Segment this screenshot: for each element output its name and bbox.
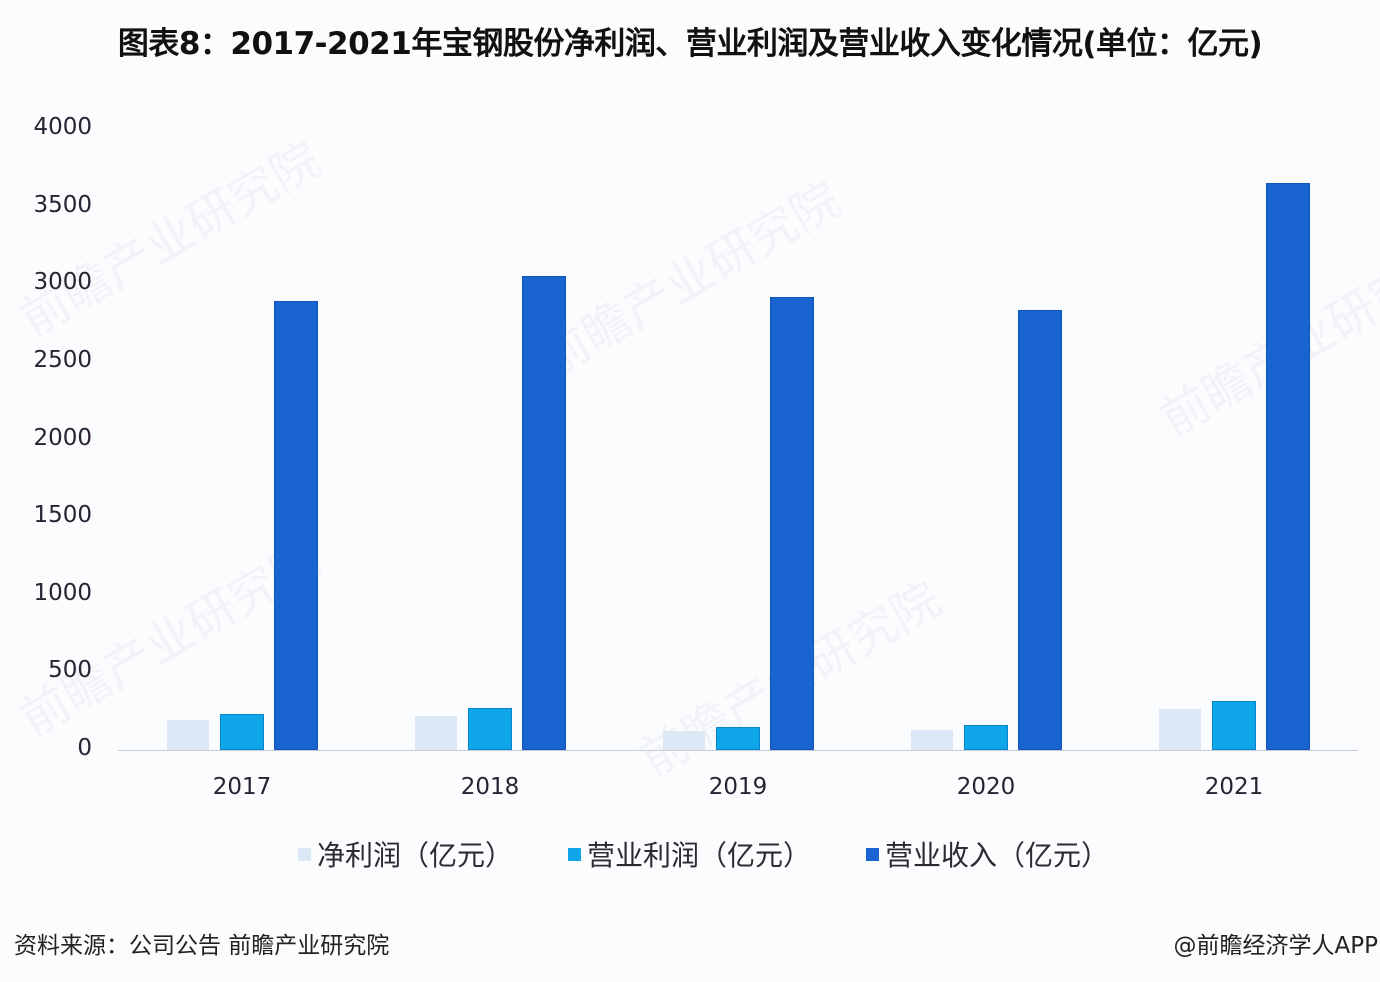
legend-item: 营业利润（亿元） — [568, 834, 811, 874]
legend-label: 营业收入（亿元） — [885, 839, 1110, 872]
source-note: 资料来源：公司公告 前瞻产业研究院 — [14, 933, 390, 959]
bar-2021-series-2 — [1266, 182, 1310, 750]
y-tick-label: 500 — [48, 657, 92, 684]
x-tick-label: 2017 — [212, 774, 272, 800]
legend: 净利润（亿元） 营业利润（亿元） 营业收入（亿元） — [0, 834, 1380, 874]
legend-item: 净利润（亿元） — [298, 834, 513, 874]
legend-item: 营业收入（亿元） — [866, 834, 1109, 874]
legend-label: 净利润（亿元） — [317, 839, 514, 872]
bar-2017-series-0 — [167, 720, 209, 750]
plot-area — [118, 129, 1358, 750]
legend-swatch-icon — [298, 847, 311, 861]
bar-2020-series-0 — [911, 730, 953, 750]
x-tick-label: 2021 — [1204, 774, 1264, 800]
bar-2019-series-1 — [716, 727, 760, 750]
legend-swatch-icon — [866, 847, 879, 861]
bar-2019-series-2 — [770, 296, 814, 750]
legend-label: 营业利润（亿元） — [587, 839, 812, 872]
bar-2021-series-0 — [1159, 708, 1201, 750]
x-tick-label: 2019 — [708, 774, 768, 800]
bar-2019-series-0 — [663, 730, 705, 750]
y-tick-label: 4000 — [33, 114, 92, 140]
y-tick-label: 1500 — [33, 502, 92, 529]
bar-2018-series-2 — [522, 275, 566, 750]
credit-note: @前瞻经济学人APP — [1173, 933, 1378, 959]
bar-2020-series-1 — [964, 725, 1008, 750]
bar-2017-series-2 — [274, 300, 318, 750]
y-tick-label: 2500 — [33, 346, 92, 373]
legend-swatch-icon — [568, 847, 581, 861]
bar-2020-series-2 — [1018, 309, 1062, 750]
y-tick-label: 0 — [77, 735, 92, 761]
x-axis-line — [118, 750, 1358, 751]
y-tick-label: 3500 — [33, 191, 92, 218]
bar-2017-series-1 — [220, 713, 264, 750]
x-tick-label: 2018 — [460, 774, 520, 800]
bar-2018-series-0 — [415, 716, 457, 750]
y-tick-label: 3000 — [33, 269, 92, 296]
bar-2021-series-1 — [1212, 700, 1256, 750]
chart-title: 图表8：2017-2021年宝钢股份净利润、营业利润及营业收入变化情况(单位：亿… — [117, 26, 1263, 62]
bar-2018-series-1 — [468, 707, 512, 750]
x-tick-label: 2020 — [956, 774, 1016, 800]
y-tick-label: 2000 — [33, 424, 92, 451]
y-tick-label: 1000 — [33, 579, 92, 606]
